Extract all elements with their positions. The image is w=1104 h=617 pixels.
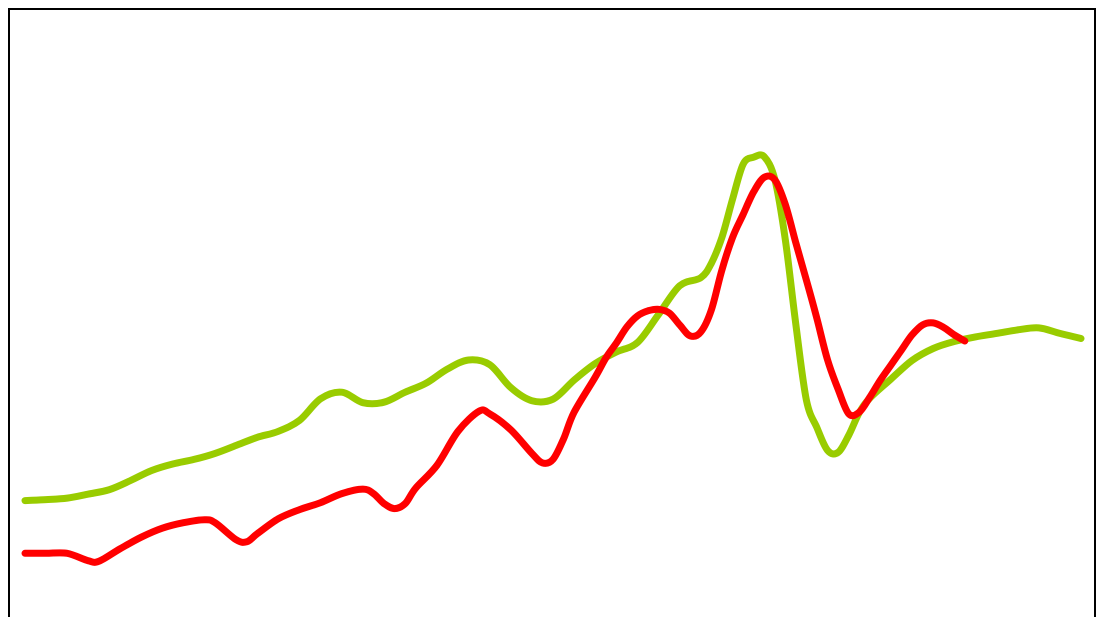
plot-frame bbox=[8, 8, 1096, 617]
series-layer bbox=[21, 151, 1085, 566]
series-line-2 bbox=[21, 172, 969, 566]
